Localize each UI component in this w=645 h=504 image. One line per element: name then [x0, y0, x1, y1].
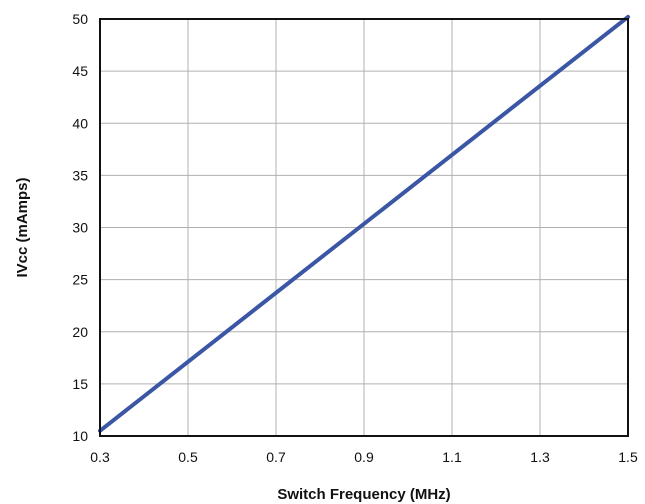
y-tick-label: 25 [72, 272, 88, 288]
x-tick-label: 0.5 [178, 449, 198, 465]
y-axis-ticks: 10 15 20 25 30 35 40 45 50 [72, 11, 88, 444]
series-line [98, 14, 630, 433]
x-axis-title: Switch Frequency (MHz) [277, 486, 450, 503]
x-tick-label: 1.5 [618, 449, 638, 465]
y-tick-label: 45 [72, 63, 88, 79]
y-tick-label: 10 [72, 428, 88, 444]
grid-lines [99, 18, 629, 437]
y-tick-label: 50 [72, 11, 88, 27]
x-axis-ticks: 0.3 0.5 0.7 0.9 1.1 1.3 1.5 [90, 449, 638, 465]
series-layer [98, 14, 630, 433]
plot-frame [99, 18, 629, 437]
y-tick-label: 15 [72, 376, 88, 392]
x-tick-label: 0.3 [90, 449, 110, 465]
x-tick-label: 1.3 [530, 449, 550, 465]
y-tick-label: 35 [72, 167, 88, 183]
x-tick-label: 0.9 [354, 449, 374, 465]
y-tick-label: 40 [72, 115, 88, 131]
y-axis-title: IVcc (mAmps) [14, 177, 31, 277]
x-tick-label: 0.7 [266, 449, 286, 465]
y-tick-label: 20 [72, 324, 88, 340]
x-tick-label: 1.1 [442, 449, 462, 465]
y-tick-label: 30 [72, 220, 88, 236]
